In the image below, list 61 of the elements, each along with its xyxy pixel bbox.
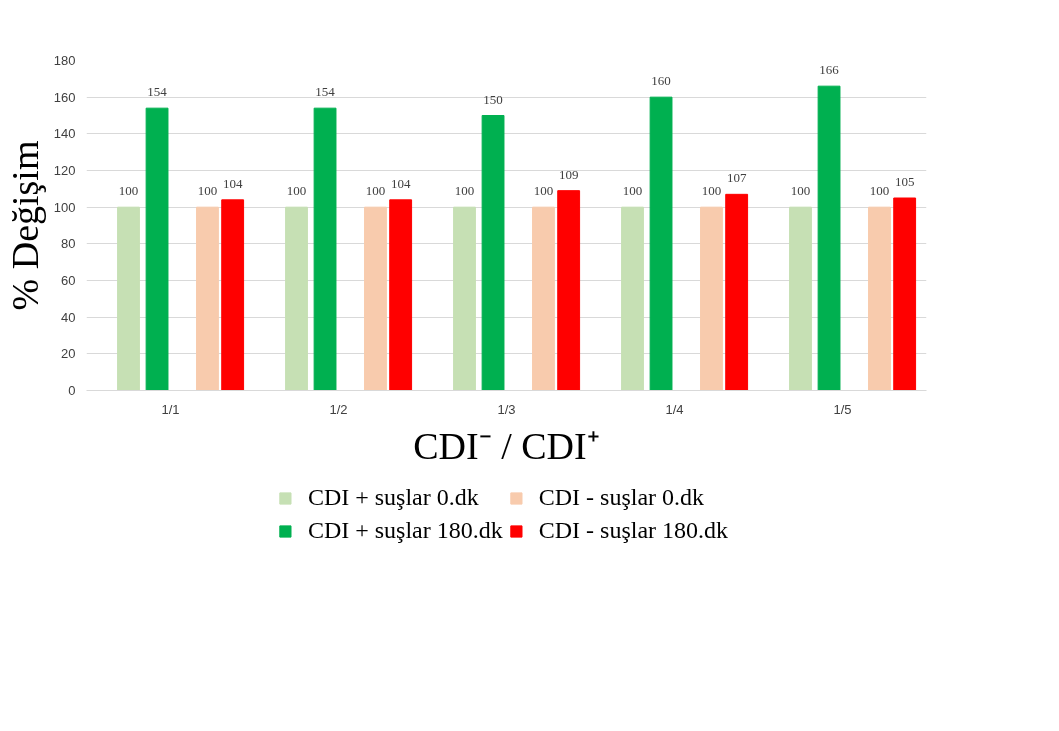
bar	[313, 107, 337, 391]
bar	[789, 206, 812, 391]
bar	[817, 85, 841, 391]
bar	[621, 206, 644, 391]
y-tick-label: 100	[53, 199, 76, 215]
data-label: 104	[390, 175, 411, 191]
data-label: 100	[701, 183, 722, 199]
data-label: 105	[894, 174, 915, 189]
bar	[196, 206, 219, 391]
x-axis-title: CDI⁻ / CDI⁺	[413, 424, 600, 467]
bar	[481, 115, 505, 391]
data-label: 100	[197, 183, 218, 199]
data-label: 100	[454, 183, 475, 199]
bar	[557, 190, 581, 391]
y-tick-label: 140	[53, 126, 76, 142]
legend-label: CDI + suşlar 180.dk	[307, 517, 503, 544]
bar	[389, 199, 413, 391]
y-axis-title: % Değişim	[3, 140, 46, 311]
y-tick-label: 160	[53, 89, 76, 105]
bar	[145, 107, 169, 391]
data-label: 154	[315, 84, 336, 100]
bar	[221, 199, 245, 391]
data-label: 100	[365, 183, 386, 199]
bar	[649, 96, 673, 391]
data-label: 150	[483, 91, 503, 107]
y-tick-label: 120	[53, 163, 76, 178]
data-label: 166	[819, 62, 840, 78]
y-tick-label: 180	[53, 53, 76, 68]
y-tick-label: 20	[61, 346, 76, 362]
data-label: 100	[622, 183, 643, 199]
bar	[364, 206, 387, 391]
y-tick-label: 80	[61, 236, 76, 252]
y-tick-label: 60	[61, 273, 76, 288]
data-label: 100	[869, 183, 890, 199]
x-tick-label: 1/4	[665, 401, 684, 417]
data-label: 100	[790, 183, 811, 199]
bar	[532, 206, 555, 391]
bar	[893, 197, 917, 391]
y-tick-label: 0	[68, 383, 76, 398]
legend-label: CDI - suşlar 180.dk	[538, 517, 729, 544]
bar	[453, 206, 476, 391]
x-tick-label: 1/3	[497, 401, 516, 417]
data-label: 100	[286, 183, 307, 199]
data-label: 104	[222, 175, 243, 191]
bar	[285, 206, 308, 391]
data-label: 100	[118, 183, 139, 199]
bar	[868, 206, 891, 391]
data-label: 160	[651, 73, 671, 89]
data-label: 107	[726, 170, 747, 186]
data-label: 109	[558, 166, 579, 182]
x-tick-label: 1/5	[833, 401, 852, 417]
data-label: 100	[533, 183, 554, 199]
y-tick-label: 40	[61, 309, 76, 325]
bar	[700, 206, 723, 391]
bar	[725, 193, 749, 391]
x-tick-label: 1/1	[161, 401, 180, 417]
bar	[117, 206, 140, 391]
legend-label: CDI + suşlar 0.dk	[307, 484, 479, 511]
x-tick-label: 1/2	[329, 401, 348, 417]
legend-label: CDI - suşlar 0.dk	[538, 484, 705, 511]
data-label: 154	[147, 84, 168, 100]
